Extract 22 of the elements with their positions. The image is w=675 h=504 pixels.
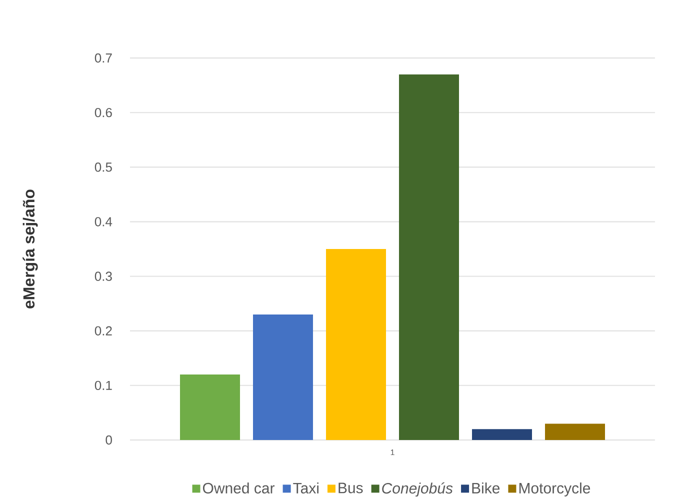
- bar: [545, 424, 605, 440]
- legend-label: Owned car: [202, 482, 275, 494]
- y-tick-label: 0.7: [94, 53, 112, 63]
- y-tick-label: 0.4: [94, 217, 112, 226]
- legend-label: Bike: [472, 482, 500, 494]
- y-tick-label: 0.2: [94, 326, 112, 336]
- y-axis-title: eMergía sej/año: [22, 190, 38, 308]
- legend-label: Taxi: [293, 482, 318, 494]
- y-tick-label: 0.3: [94, 272, 112, 281]
- y-tick-label: 0.1: [94, 380, 112, 390]
- x-tick-label: 1: [390, 450, 394, 456]
- legend-label: Conejobús: [382, 482, 453, 497]
- bar: [253, 314, 313, 440]
- bar: [472, 429, 532, 440]
- bar: [180, 374, 240, 440]
- bar: [326, 249, 386, 440]
- bar: [398, 74, 459, 440]
- y-tick-label: 0.6: [94, 108, 112, 118]
- legend-label: Motorcycle: [519, 482, 590, 496]
- y-tick-label: 0: [106, 435, 112, 445]
- y-tick-label: 0.5: [94, 162, 112, 172]
- legend-label: Bus: [338, 482, 363, 494]
